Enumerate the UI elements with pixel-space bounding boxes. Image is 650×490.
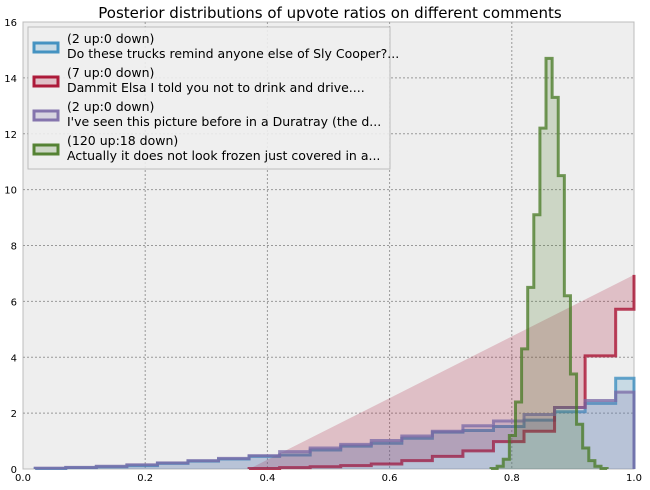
histogram-bin: [509, 435, 515, 469]
series-step-line: [33, 390, 636, 470]
histogram-bin: [249, 456, 280, 469]
histogram-bin: [463, 426, 494, 469]
legend-item: (2 up:0 down)Do these trucks remind anyo…: [32, 31, 399, 61]
legend-label-comment: Dammit Elsa I told you not to drink and …: [67, 80, 365, 95]
series-area: [491, 58, 608, 469]
legend-swatch: [32, 41, 60, 54]
y-tick-label: 6: [11, 297, 17, 308]
histogram-bin: [402, 436, 433, 469]
histogram-bin: [66, 467, 97, 469]
histogram-bin: [515, 402, 521, 469]
x-tick-label: 0.6: [382, 473, 398, 484]
chart-title: Posterior distributions of upvote ratios…: [98, 4, 562, 22]
series-2: [247, 274, 636, 470]
x-tick-label: 0.2: [137, 473, 153, 484]
histogram-bin: [497, 466, 503, 469]
legend-swatch: [32, 109, 60, 122]
legend-label-comment: I've seen this picture before in a Durat…: [67, 114, 381, 129]
legend-swatch: [32, 75, 60, 88]
histogram-bin: [127, 465, 158, 469]
histogram-bin: [577, 424, 583, 469]
histogram-bin: [96, 466, 127, 469]
histogram-bin: [583, 448, 589, 469]
y-tick-label: 16: [4, 18, 17, 29]
legend-swatch: [32, 143, 60, 156]
histogram-bin: [157, 463, 188, 469]
histogram-bin: [570, 374, 576, 469]
histogram-bin: [341, 444, 372, 469]
series-area: [35, 378, 635, 469]
histogram-bin: [534, 215, 540, 469]
tick-labels: 0.0 0.2 0.4 0.6 0.8 1.0 0 2 4 6 8 10 12 14 16: [4, 18, 642, 484]
legend-item: (2 up:0 down)I've seen this picture befo…: [32, 99, 381, 129]
histogram-bin: [564, 296, 570, 469]
histogram-bin: [528, 287, 534, 469]
legend: (2 up:0 down)Do these trucks remind anyo…: [27, 26, 399, 170]
legend-item: (120 up:18 down)Actually it does not loo…: [32, 133, 380, 163]
series-step-line: [247, 274, 636, 470]
histogram-bin: [491, 468, 497, 469]
y-tick-label: 12: [4, 130, 17, 141]
series-3: [33, 390, 636, 470]
legend-label-counts: (120 up:18 down): [67, 133, 178, 148]
legend-label-comment: Actually it does not look frozen just co…: [67, 148, 380, 163]
x-tick-label: 0.4: [259, 473, 275, 484]
histogram-bin: [503, 459, 509, 469]
histogram-bin: [595, 466, 601, 469]
histogram-bin: [540, 128, 546, 469]
legend-box: [27, 26, 391, 170]
x-tick-label: 0.8: [504, 473, 520, 484]
series-layer: [33, 56, 636, 470]
y-tick-label: 4: [11, 353, 17, 364]
histogram-bin: [310, 448, 341, 469]
histogram-bin: [546, 58, 552, 469]
series-step-line: [489, 56, 609, 470]
series-4: [489, 56, 609, 470]
histogram-bin: [589, 461, 595, 469]
histogram-bin: [188, 461, 219, 469]
y-tick-label: 8: [11, 242, 17, 253]
legend-label-counts: (2 up:0 down): [67, 99, 154, 114]
series-area: [249, 274, 634, 469]
y-tick-label: 14: [4, 74, 17, 85]
legend-label-comment: Do these trucks remind anyone else of Sl…: [67, 46, 399, 61]
histogram-bin: [601, 468, 607, 469]
histogram-bin: [432, 431, 463, 469]
legend-label-counts: (2 up:0 down): [67, 31, 154, 46]
legend-label-counts: (7 up:0 down): [67, 65, 154, 80]
histogram-bin: [371, 441, 402, 469]
x-tick-label: 0.0: [15, 473, 31, 484]
legend-item: (7 up:0 down)Dammit Elsa I told you not …: [32, 65, 365, 95]
y-tick-label: 0: [11, 465, 17, 476]
histogram-bin: [552, 97, 558, 469]
y-tick-label: 10: [4, 186, 17, 197]
histogram-bin: [558, 176, 564, 469]
histogram-bin: [219, 458, 250, 469]
x-tick-label: 1.0: [626, 473, 642, 484]
series-area: [35, 392, 635, 469]
histogram-bin: [35, 468, 66, 469]
histogram-bin: [280, 452, 311, 469]
y-tick-label: 2: [11, 409, 17, 420]
histogram-bin: [522, 349, 528, 469]
histogram-bin: [616, 392, 634, 469]
